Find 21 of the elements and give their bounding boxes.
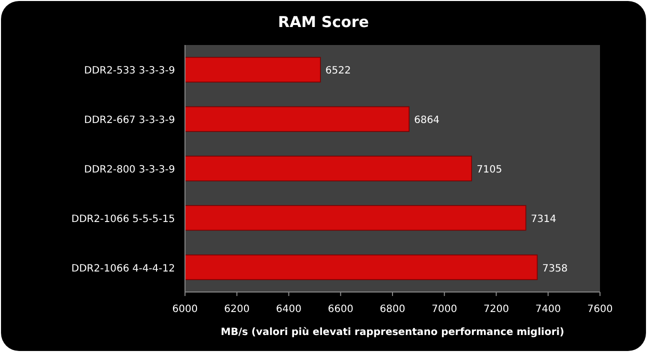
data-label: 6522 xyxy=(325,66,351,77)
x-tick-label: 7600 xyxy=(587,304,613,315)
chart-title: RAM Score xyxy=(278,13,369,31)
x-tick-label: 6600 xyxy=(328,304,354,315)
data-label: 7105 xyxy=(476,164,502,176)
x-tick-label: 7200 xyxy=(484,304,509,315)
y-tick-label: DDR2-667 3-3-3-9 xyxy=(84,115,175,126)
x-tick-label: 7000 xyxy=(432,304,458,315)
y-tick-label: DDR2-533 3-3-3-9 xyxy=(84,66,175,77)
y-tick-label: DDR2-1066 5-5-5-15 xyxy=(71,214,175,225)
x-tick-label: 6200 xyxy=(224,304,250,315)
x-axis-title: MB/s (valori più elevati rappresentano performance migliori) xyxy=(220,327,564,338)
x-tick-label: 6800 xyxy=(380,304,406,315)
y-tick-label: DDR2-1066 4-4-4-12 xyxy=(71,263,175,274)
data-label: 7358 xyxy=(542,263,568,274)
x-tick-label: 6000 xyxy=(172,304,198,315)
x-tick-label: 6400 xyxy=(276,304,302,315)
y-tick-label: DDR2-800 3-3-3-9 xyxy=(84,164,175,176)
data-label: 6864 xyxy=(414,115,440,126)
x-tick-label: 7400 xyxy=(535,304,561,315)
data-label: 7314 xyxy=(530,214,556,225)
